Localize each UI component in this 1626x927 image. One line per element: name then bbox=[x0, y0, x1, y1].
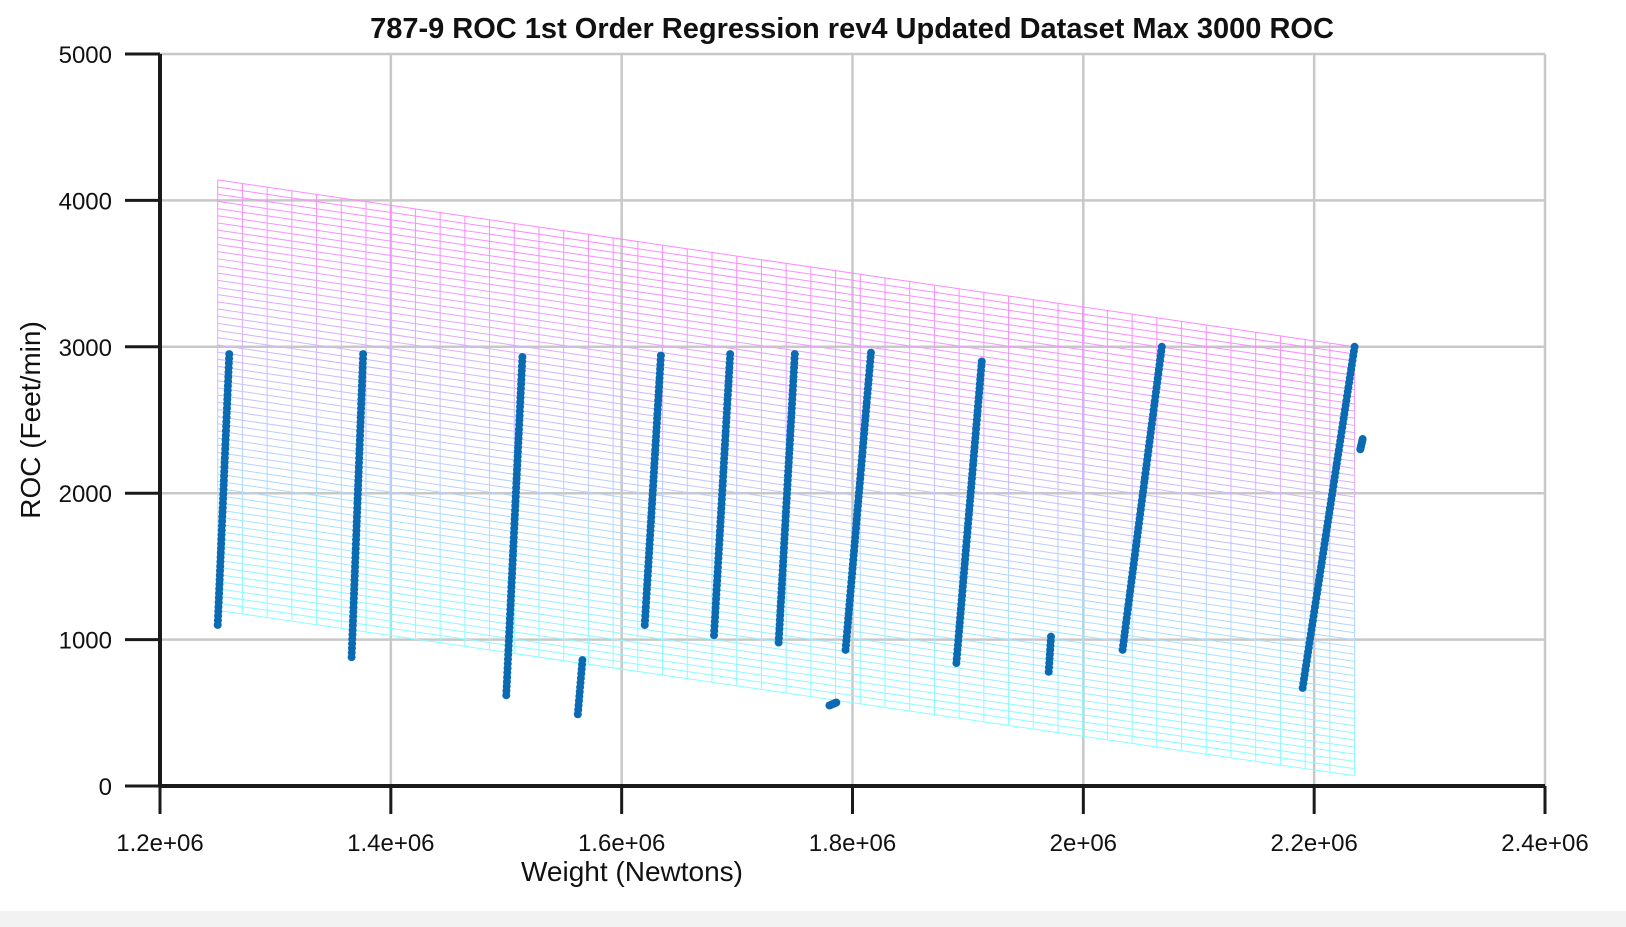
y-tick-label: 3000 bbox=[59, 335, 112, 362]
plane-column-line bbox=[513, 223, 515, 654]
plane-column-line bbox=[1106, 310, 1108, 740]
x-tick-label: 2e+06 bbox=[1050, 830, 1117, 857]
x-tick-label: 1.8e+06 bbox=[809, 830, 896, 857]
plane-column-line bbox=[1329, 343, 1331, 773]
plane-column-line bbox=[1230, 328, 1232, 758]
plane-column-line bbox=[1181, 321, 1183, 751]
plane-column-line bbox=[587, 234, 589, 665]
y-tick-label: 4000 bbox=[59, 188, 112, 215]
plane-column-line bbox=[464, 216, 466, 647]
x-tick-label: 2.2e+06 bbox=[1270, 830, 1357, 857]
plane-column-line bbox=[241, 183, 243, 614]
plane-column-line bbox=[217, 179, 219, 611]
plane-column-line bbox=[1057, 303, 1059, 733]
x-tick-label: 1.4e+06 bbox=[347, 830, 434, 857]
plane-column-line bbox=[958, 288, 960, 719]
plane-column-line bbox=[1082, 306, 1084, 737]
plane-column-line bbox=[1255, 332, 1257, 762]
data-point bbox=[790, 350, 799, 359]
plane-column-line bbox=[365, 201, 367, 632]
plane-column-line bbox=[884, 277, 886, 708]
data-point bbox=[578, 656, 587, 665]
plane-column-line bbox=[810, 266, 812, 697]
x-tick-label: 2.4e+06 bbox=[1501, 830, 1588, 857]
data-points bbox=[213, 342, 1367, 719]
plane-column-line bbox=[1008, 296, 1010, 726]
plane-column-line bbox=[1156, 317, 1158, 747]
regression-plane bbox=[217, 179, 1356, 777]
ticks: 1.2e+06 1.4e+06 1.6e+06 1.8e+06 2e+06 2.2e+06… bbox=[59, 42, 1589, 857]
plane-column-line bbox=[563, 230, 565, 661]
plane-column-line bbox=[662, 245, 664, 676]
plane-column-line bbox=[686, 248, 688, 679]
plane-column-line bbox=[439, 212, 441, 643]
chart-title: 787-9 ROC 1st Order Regression rev4 Upda… bbox=[370, 13, 1334, 45]
data-point bbox=[656, 351, 665, 360]
gridlines bbox=[160, 52, 1547, 786]
x-tick-label: 1.2e+06 bbox=[116, 830, 203, 857]
plane-column-line bbox=[835, 270, 837, 701]
plane-column-line bbox=[316, 194, 318, 625]
data-point bbox=[518, 353, 527, 362]
data-point bbox=[1358, 435, 1367, 444]
plane-column-line bbox=[1205, 325, 1207, 755]
plane-column-line bbox=[291, 190, 293, 622]
plane-column-line bbox=[414, 208, 416, 640]
plane-column-line bbox=[340, 198, 342, 629]
plane-column-line bbox=[266, 187, 268, 618]
plane-column-line bbox=[711, 252, 713, 683]
plane-column-line bbox=[1304, 339, 1306, 769]
data-point bbox=[866, 348, 875, 357]
plane-column-line bbox=[1131, 314, 1133, 744]
plane-column-line bbox=[637, 241, 639, 672]
x-axis-label: Weight (Newtons) bbox=[521, 856, 743, 887]
plane-column-line bbox=[736, 256, 738, 686]
plane-column-line bbox=[1032, 299, 1034, 729]
y-tick-label: 0 bbox=[99, 774, 112, 801]
data-point bbox=[977, 357, 986, 366]
y-tick-label: 2000 bbox=[59, 481, 112, 508]
plane-column-line bbox=[489, 219, 491, 650]
plane-column-line bbox=[538, 227, 540, 658]
y-tick-label: 5000 bbox=[59, 42, 112, 69]
data-point bbox=[225, 350, 234, 359]
plane-column-line bbox=[933, 285, 935, 715]
data-point bbox=[726, 350, 735, 359]
plane-column-line bbox=[612, 237, 614, 668]
plane-column-line bbox=[760, 259, 762, 690]
y-tick-label: 1000 bbox=[59, 628, 112, 655]
plane-column-line bbox=[390, 205, 392, 636]
data-point bbox=[1350, 342, 1359, 351]
plane-column-line bbox=[1279, 335, 1281, 765]
data-point bbox=[832, 698, 841, 707]
plane-column-line bbox=[909, 281, 911, 712]
plane-column-line bbox=[1354, 346, 1356, 776]
data-point bbox=[1047, 632, 1056, 641]
plane-column-line bbox=[983, 292, 985, 722]
status-bar bbox=[0, 911, 1626, 927]
data-point bbox=[359, 350, 368, 359]
y-axis-label: ROC (Feet/min) bbox=[15, 321, 46, 519]
data-point bbox=[1157, 342, 1166, 351]
x-tick-label: 1.6e+06 bbox=[578, 830, 665, 857]
